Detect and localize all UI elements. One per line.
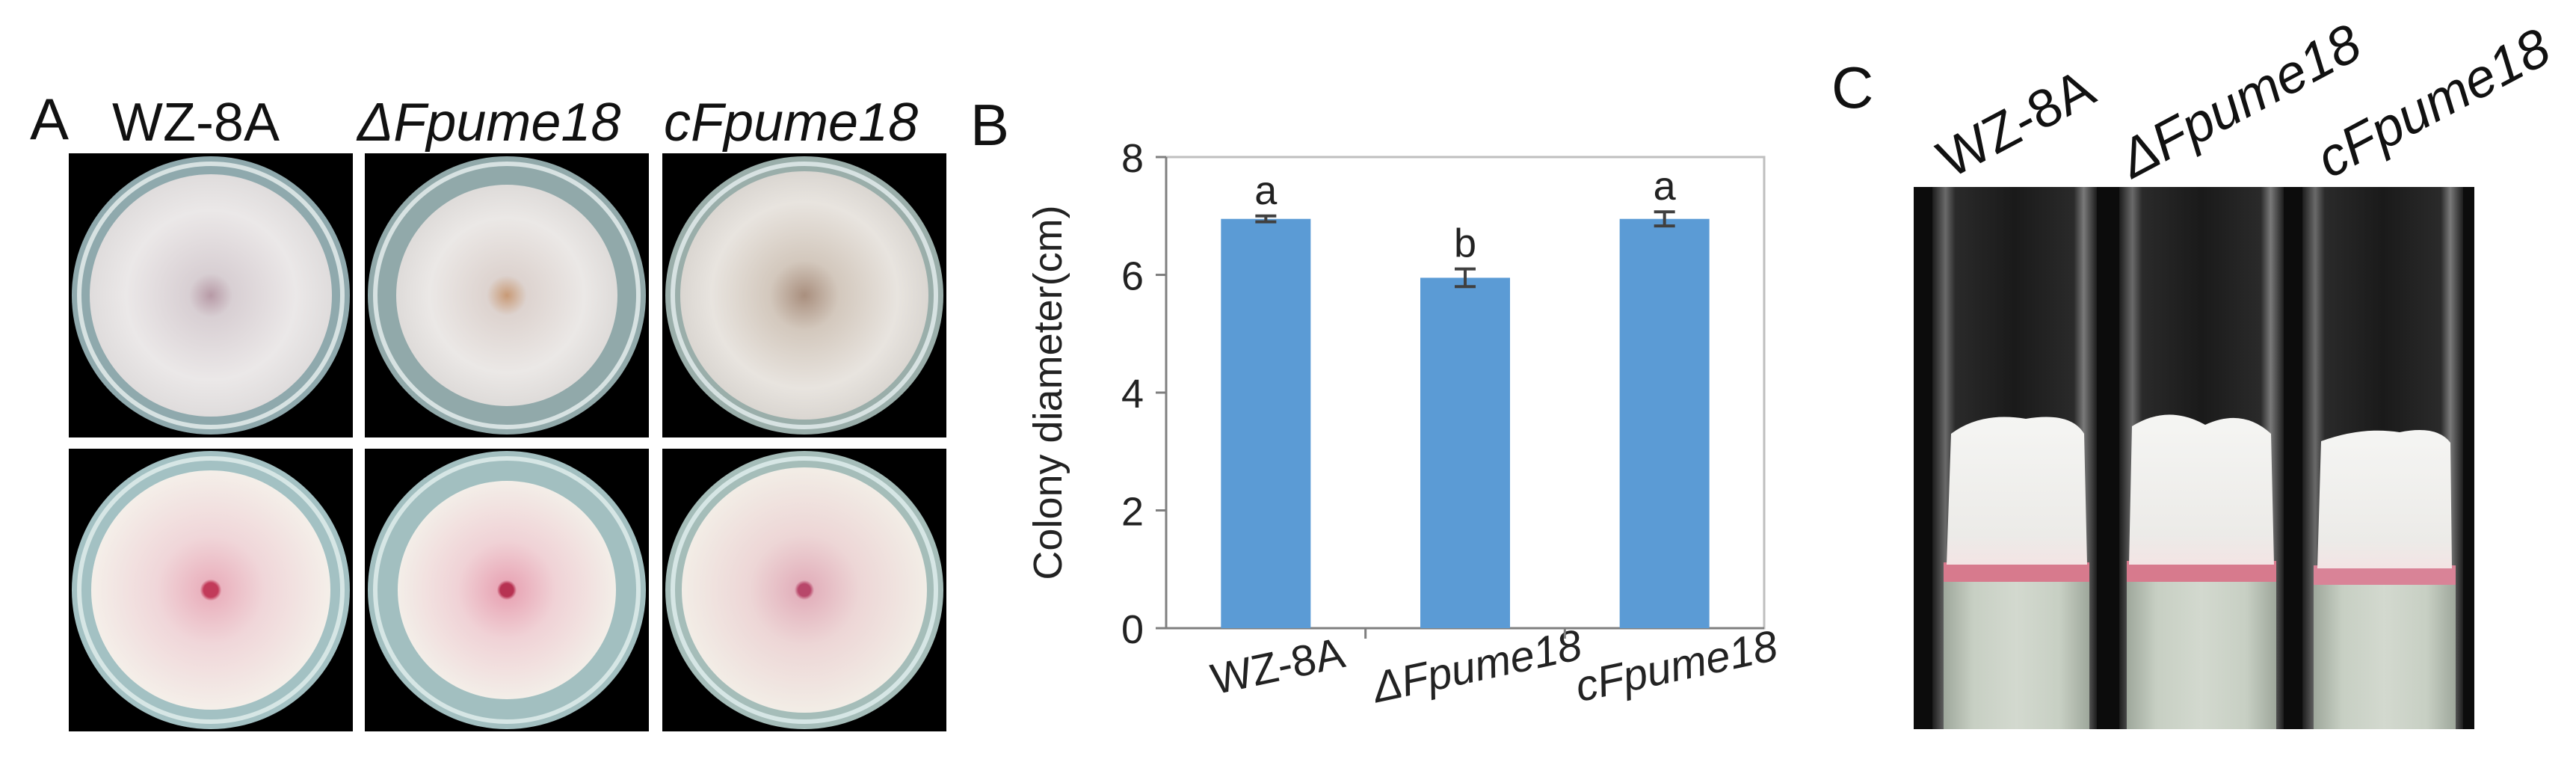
plate-comp-front [662, 153, 946, 437]
plate-image [72, 451, 350, 729]
plate-wz8a-front [69, 153, 353, 437]
significance-label-2: a [1654, 164, 1677, 209]
y-tick-label: 4 [1121, 372, 1144, 417]
plate-image [368, 451, 646, 729]
plate-image [368, 156, 646, 434]
significance-label-1: b [1454, 221, 1476, 266]
y-tick-label: 8 [1121, 136, 1144, 181]
category-label-0: WZ-8A [1207, 628, 1349, 704]
panel-a-label-wz8a: WZ-8A [112, 93, 280, 153]
tube-image [1932, 187, 2463, 729]
bar-2 [1619, 218, 1710, 628]
y-tick-label: 2 [1121, 490, 1144, 535]
panel-a-label-comp: cFpume18 [664, 93, 919, 153]
panel-b-letter: B [970, 92, 1010, 158]
plate-image [72, 156, 350, 434]
y-tick-label: 0 [1121, 607, 1144, 652]
plate-delta-front [365, 153, 649, 437]
panel-a-label-delta: ΔFpume18 [357, 93, 621, 153]
category-label-1: ΔFpume18 [1366, 621, 1586, 713]
plate-wz8a-back [69, 449, 353, 731]
bar-1 [1420, 277, 1510, 628]
panel-a-letter: A [30, 86, 70, 152]
y-axis-label: Colony diameter(cm) [1026, 205, 1070, 580]
plate-delta-back [365, 449, 649, 731]
tube-photo [1914, 187, 2474, 729]
plate-comp-back [662, 449, 946, 731]
category-label-2: cFpume18 [1571, 621, 1782, 712]
bar-0 [1221, 218, 1311, 628]
y-tick-label: 6 [1121, 254, 1144, 299]
panel-c-letter: C [1831, 55, 1874, 120]
plate-image [665, 156, 943, 434]
plate-image [665, 451, 943, 729]
significance-label-0: a [1254, 168, 1278, 213]
bar-chart: 0 2 4 6 8 Colony diameter(cm) a WZ-8A b ΔFpume18 a… [1026, 136, 1782, 713]
panel-c-label-wz8a: WZ-8A [1928, 58, 2104, 190]
